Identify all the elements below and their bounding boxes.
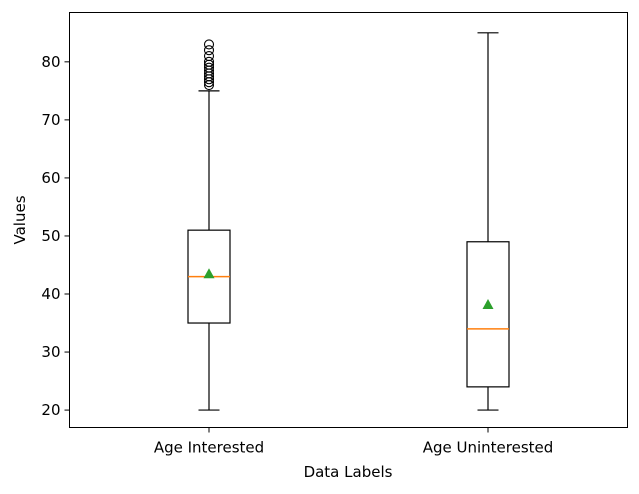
y-tick-label: 70 <box>41 111 60 129</box>
outlier-point <box>203 56 215 67</box>
plot-frame <box>69 12 628 428</box>
y-tick-label: 40 <box>41 285 60 303</box>
mean-marker <box>482 298 494 309</box>
y-tick-label: 80 <box>41 53 60 71</box>
iqr-box <box>466 241 510 388</box>
box-group <box>466 32 510 411</box>
outlier-point <box>203 62 215 73</box>
mean-marker <box>203 268 215 279</box>
outlier-point <box>203 50 215 62</box>
y-axis-label: Values <box>11 195 29 244</box>
x-tick-label: Age Interested <box>154 439 264 457</box>
y-tick-label: 30 <box>41 343 60 361</box>
x-axis-label: Data Labels <box>304 463 393 481</box>
y-tick-label: 20 <box>41 401 60 419</box>
y-tick-label: 60 <box>41 169 60 187</box>
y-tick-label: 50 <box>41 227 60 245</box>
x-axis: Age Interested Age Uninterested <box>154 427 554 457</box>
outlier-point <box>203 45 215 56</box>
outlier-point <box>203 39 215 50</box>
x-tick-label: Age Uninterested <box>423 439 554 457</box>
y-axis: 20 30 40 50 60 70 80 <box>41 53 70 419</box>
box-group <box>187 39 231 411</box>
box-series <box>187 32 510 411</box>
